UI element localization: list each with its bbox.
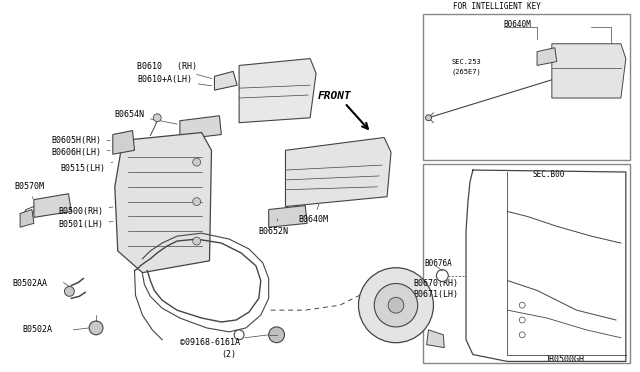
Text: B0670(RH): B0670(RH) <box>413 279 459 288</box>
Polygon shape <box>552 44 626 98</box>
Text: B0640M: B0640M <box>504 20 531 29</box>
Circle shape <box>193 198 200 206</box>
Text: B0500(RH): B0500(RH) <box>59 207 113 216</box>
Text: B0671(LH): B0671(LH) <box>413 291 459 299</box>
Text: B0652N: B0652N <box>259 219 289 236</box>
Circle shape <box>519 317 525 323</box>
Circle shape <box>426 115 431 121</box>
Circle shape <box>193 158 200 166</box>
Text: SEC.253: SEC.253 <box>451 58 481 65</box>
Text: JB0500GH: JB0500GH <box>545 355 585 363</box>
Circle shape <box>519 302 525 308</box>
Text: ©09168-6161A: ©09168-6161A <box>180 338 240 347</box>
Text: (2): (2) <box>221 350 236 359</box>
Circle shape <box>388 297 404 313</box>
Circle shape <box>374 283 418 327</box>
Text: FOR INTELLIGENT KEY: FOR INTELLIGENT KEY <box>453 2 541 11</box>
Circle shape <box>436 270 448 282</box>
Polygon shape <box>269 206 307 227</box>
Circle shape <box>65 286 74 296</box>
Text: SEC.B00: SEC.B00 <box>532 170 564 179</box>
Text: B0502AA: B0502AA <box>12 279 47 288</box>
Text: B0605H(RH): B0605H(RH) <box>52 136 110 145</box>
Bar <box>422 164 630 363</box>
Circle shape <box>519 332 525 338</box>
Polygon shape <box>34 194 72 217</box>
Circle shape <box>153 114 161 122</box>
Text: B0676A: B0676A <box>424 259 452 268</box>
Circle shape <box>234 330 244 340</box>
Polygon shape <box>180 116 221 140</box>
Text: B0502A: B0502A <box>22 325 52 334</box>
Circle shape <box>193 237 200 245</box>
Text: B0570M: B0570M <box>14 182 44 199</box>
Polygon shape <box>285 138 391 206</box>
Text: B0610+A(LH): B0610+A(LH) <box>138 75 212 86</box>
Polygon shape <box>239 58 316 123</box>
Polygon shape <box>426 330 444 347</box>
Text: (265E7): (265E7) <box>451 68 481 75</box>
Polygon shape <box>20 209 34 227</box>
Polygon shape <box>537 48 557 65</box>
Text: B0654N: B0654N <box>115 110 177 124</box>
Text: B0606H(LH): B0606H(LH) <box>52 148 110 157</box>
Bar <box>422 14 630 160</box>
Text: B0610   (RH): B0610 (RH) <box>138 62 212 78</box>
Circle shape <box>89 321 103 335</box>
Text: FRONT: FRONT <box>318 91 352 101</box>
Text: B0501(LH): B0501(LH) <box>59 220 113 229</box>
Circle shape <box>358 268 433 343</box>
Circle shape <box>269 327 285 343</box>
Polygon shape <box>214 71 237 90</box>
Polygon shape <box>113 131 134 154</box>
Text: B0640M: B0640M <box>298 204 328 224</box>
Text: B0515(LH): B0515(LH) <box>61 162 113 173</box>
Polygon shape <box>115 132 211 273</box>
